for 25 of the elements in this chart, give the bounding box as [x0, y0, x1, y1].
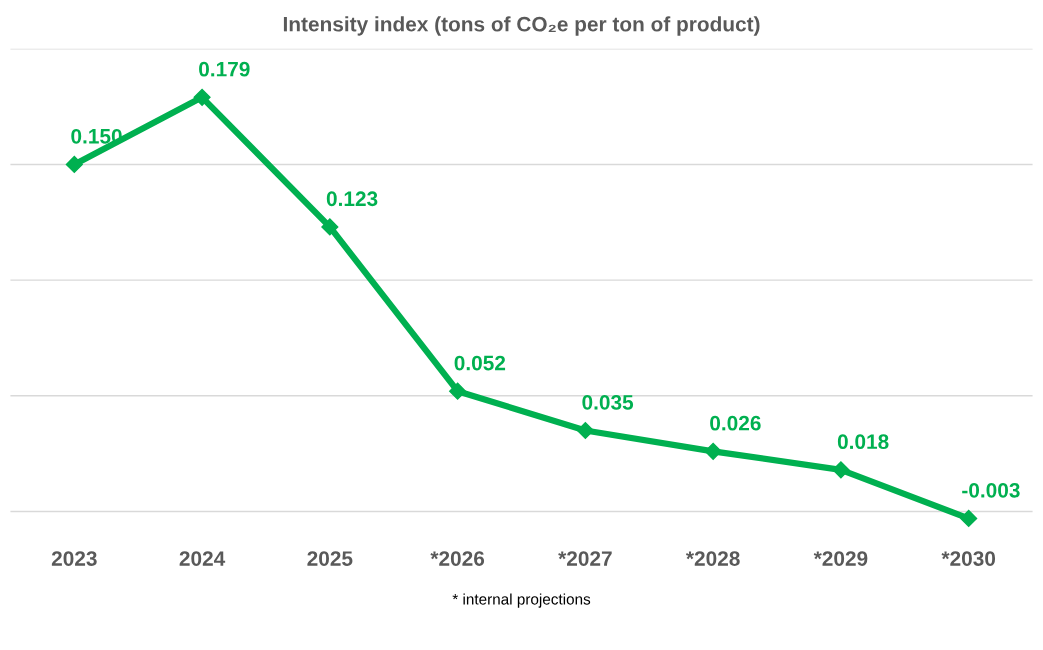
- text: * internal projections: [452, 593, 591, 608]
- point: [449, 382, 467, 400]
- x-tick-label: 2025: [307, 551, 353, 566]
- data-label: 0.179: [199, 61, 250, 77]
- x-tick-label: 2024: [179, 551, 226, 566]
- x-tick-label: *2030: [941, 551, 996, 566]
- point: [832, 461, 850, 479]
- point: [960, 509, 978, 527]
- data-label: -0.003: [962, 482, 1020, 498]
- point: [193, 88, 211, 106]
- x-tick-label: *2029: [813, 551, 868, 566]
- point: [65, 155, 83, 173]
- data-label: 0.052: [454, 355, 506, 371]
- point: [576, 421, 594, 440]
- x-tick-label: 2023: [51, 551, 97, 566]
- data-label: 0.123: [326, 191, 378, 207]
- chart-title: Intensity index (tons of CO₂e per ton of product): [283, 16, 760, 36]
- data-label: 0.018: [837, 434, 889, 450]
- data-label: 0.026: [710, 415, 761, 431]
- point: [704, 442, 722, 460]
- data-label: 0.035: [582, 394, 634, 410]
- x-tick-label: *2026: [430, 551, 485, 566]
- point: [321, 218, 339, 236]
- x-tick-label: *2027: [558, 551, 612, 566]
- x-tick-label: *2028: [685, 551, 740, 566]
